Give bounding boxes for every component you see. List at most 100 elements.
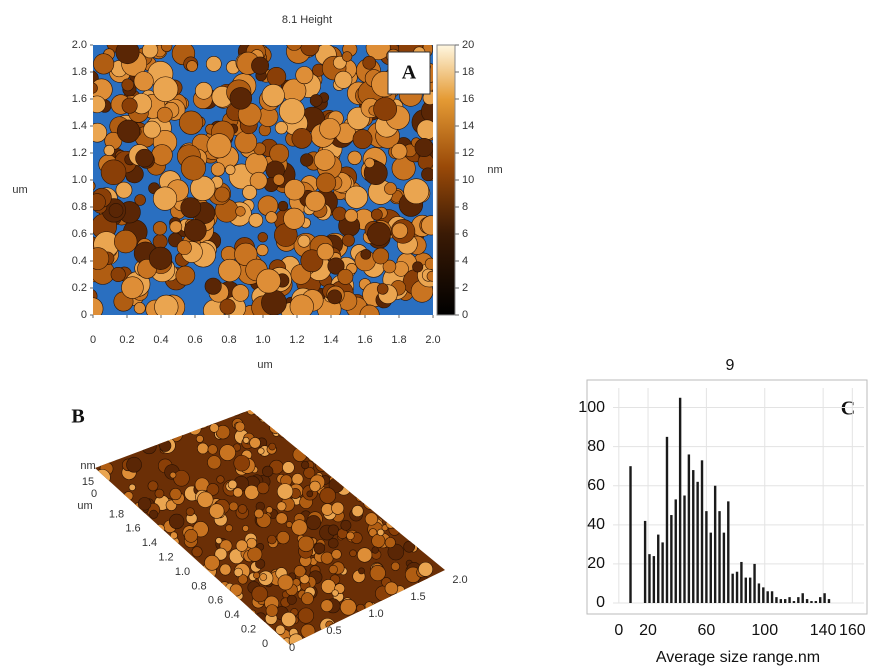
grain (262, 465, 274, 477)
grain (273, 640, 287, 645)
grain (246, 640, 258, 645)
grain (215, 624, 231, 640)
grain (146, 413, 158, 425)
grain (99, 581, 109, 591)
grain (239, 606, 252, 619)
grain (101, 585, 112, 595)
grain (385, 518, 396, 529)
grain (106, 422, 120, 436)
colorbar-tick-label: 18 (462, 66, 474, 78)
grain (147, 612, 160, 625)
grain (307, 449, 320, 462)
grain (188, 629, 199, 640)
bar (823, 593, 826, 603)
grain (395, 433, 409, 448)
grain (319, 487, 336, 504)
grain (95, 413, 107, 427)
grain (258, 412, 269, 423)
grain (179, 628, 196, 645)
grain (269, 143, 290, 164)
bar (692, 470, 695, 603)
grain (440, 535, 445, 548)
grain (430, 420, 444, 434)
grain (119, 410, 129, 411)
grain (114, 628, 125, 639)
grain (407, 623, 417, 633)
grain (281, 611, 297, 627)
grain (214, 186, 230, 203)
grain (268, 442, 277, 451)
grain (416, 451, 427, 461)
grain (104, 543, 114, 553)
grain (360, 429, 371, 440)
grain (314, 437, 330, 453)
grain (216, 475, 225, 484)
grain (126, 428, 137, 439)
grain (112, 581, 126, 594)
grain (327, 524, 339, 536)
grain (165, 591, 182, 607)
grain (365, 45, 391, 61)
grain (382, 628, 391, 637)
grain (125, 428, 140, 442)
grain (334, 70, 353, 89)
grain (182, 613, 196, 626)
grain (418, 561, 434, 577)
plot-frame (586, 379, 868, 615)
x-tick-label: 0.4 (153, 334, 168, 346)
grain (222, 410, 237, 416)
grain (320, 599, 334, 612)
bar (788, 597, 791, 603)
grain (291, 128, 313, 149)
grain (399, 499, 412, 512)
grain (95, 587, 98, 596)
grain (257, 232, 268, 243)
grain (117, 576, 135, 593)
grain (251, 56, 269, 75)
grain (335, 466, 344, 475)
grain (149, 509, 159, 519)
grain (293, 410, 308, 424)
grain (107, 605, 123, 622)
grain (403, 540, 416, 553)
grain (95, 624, 105, 642)
grain (269, 421, 282, 434)
y-tick-label: 1.0 (175, 566, 190, 578)
grain (93, 181, 96, 191)
grain (372, 494, 388, 510)
grain (108, 410, 120, 417)
grain (141, 436, 153, 447)
grain (291, 473, 304, 485)
grain (242, 524, 250, 532)
grain (277, 574, 294, 591)
grain (93, 122, 108, 143)
x-tick-label: 0.8 (221, 334, 236, 346)
grain (320, 551, 334, 565)
bar (652, 556, 656, 603)
grain (191, 546, 203, 558)
grain (388, 499, 398, 509)
grain (434, 410, 445, 422)
grain (410, 461, 422, 472)
x-tick-label: 1.8 (391, 334, 406, 346)
grain (93, 193, 106, 212)
y-tick-label: 1.4 (142, 537, 157, 549)
grain (376, 444, 385, 453)
colorbar-tick-label: 14 (462, 120, 474, 132)
grain (95, 508, 108, 520)
grain (334, 418, 347, 431)
grain (352, 410, 361, 417)
grain (289, 294, 314, 315)
grain (256, 244, 269, 257)
y-tick-label: 0.2 (241, 624, 256, 636)
grain (183, 635, 191, 643)
surface (95, 410, 445, 645)
y-tick-label: 0.2 (72, 282, 87, 294)
grain (370, 630, 379, 639)
grain (364, 157, 375, 169)
grain (155, 410, 164, 411)
grain (323, 410, 331, 419)
grain (313, 149, 336, 171)
grain (373, 487, 388, 501)
grain (115, 45, 140, 65)
